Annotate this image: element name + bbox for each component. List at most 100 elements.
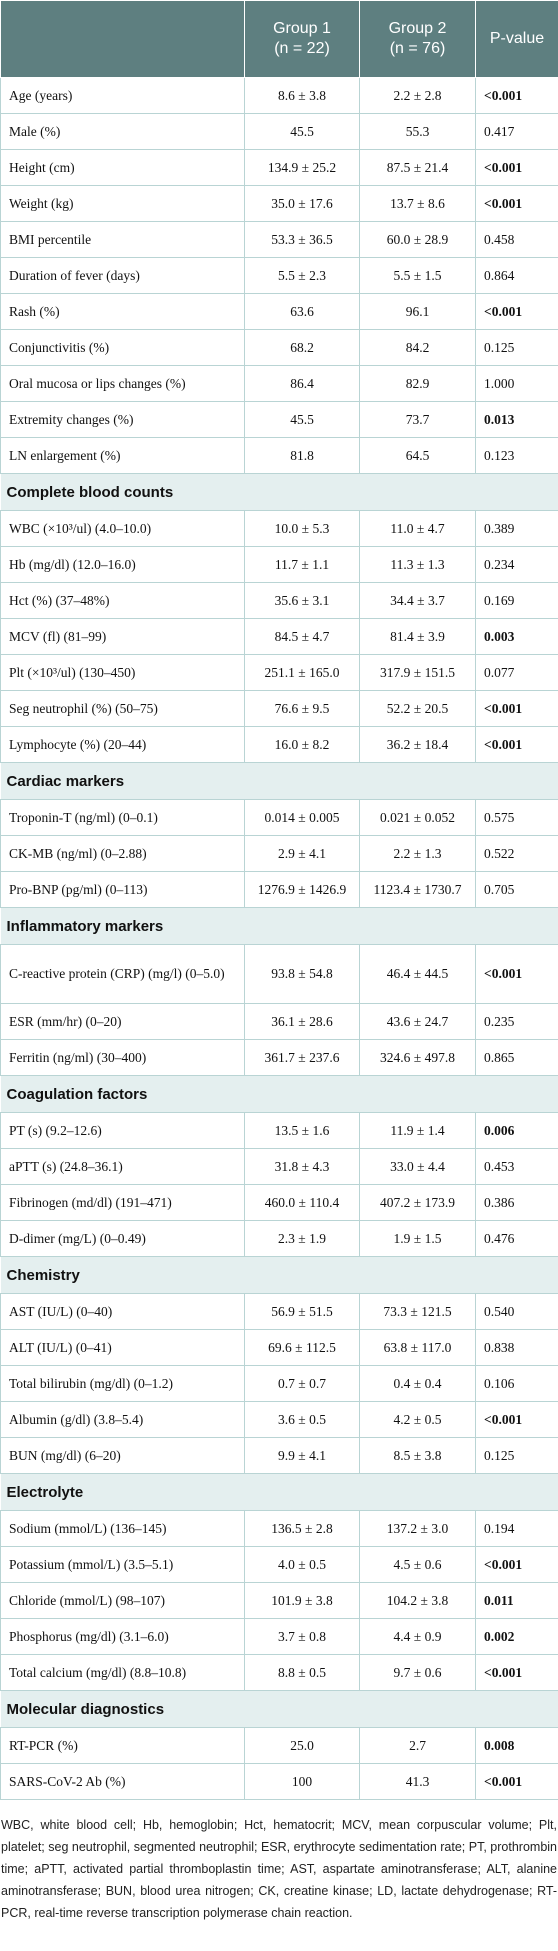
group1-value: 76.6 ± 9.5 <box>244 690 360 727</box>
header-text: (n = 76) <box>389 40 446 57</box>
group1-value: 361.7 ± 237.6 <box>244 1039 360 1076</box>
group2-value: 4.2 ± 0.5 <box>359 1401 476 1438</box>
row-label: Total bilirubin (mg/dl) (0–1.2) <box>0 1365 245 1402</box>
p-value: 0.003 <box>475 618 558 655</box>
section-row: Molecular diagnostics <box>0 1690 558 1728</box>
data-row: PT (s) (9.2–12.6) 13.5 ± 1.6 11.9 ± 1.4 0.0… <box>0 1112 558 1149</box>
group1-value: 136.5 ± 2.8 <box>244 1510 360 1547</box>
data-row: Extremity changes (%) 45.5 73.7 0.013 <box>0 401 558 438</box>
p-value: <0.001 <box>475 726 558 763</box>
data-row: Duration of fever (days) 5.5 ± 2.3 5.5 ± 1… <box>0 257 558 294</box>
section-row: Electrolyte <box>0 1473 558 1511</box>
data-row: ESR (mm/hr) (0–20) 36.1 ± 28.6 43.6 ± 24.7… <box>0 1003 558 1040</box>
p-value: 0.389 <box>475 510 558 547</box>
header-text: P-value <box>489 30 545 47</box>
group2-value: 324.6 ± 497.8 <box>359 1039 476 1076</box>
row-label: aPTT (s) (24.8–36.1) <box>0 1148 245 1185</box>
data-row: CK-MB (ng/ml) (0–2.88) 2.9 ± 4.1 2.2 ± 1.3… <box>0 835 558 872</box>
group1-value: 31.8 ± 4.3 <box>244 1148 360 1185</box>
row-label: ESR (mm/hr) (0–20) <box>0 1003 245 1040</box>
p-value: <0.001 <box>475 77 558 114</box>
row-label: AST (IU/L) (0–40) <box>0 1293 245 1330</box>
group1-value: 53.3 ± 36.5 <box>244 221 360 258</box>
group2-value: 46.4 ± 44.5 <box>359 944 476 1004</box>
group2-value: 2.2 ± 1.3 <box>359 835 476 872</box>
group2-value: 4.4 ± 0.9 <box>359 1618 476 1655</box>
data-row: Chloride (mmol/L) (98–107) 101.9 ± 3.8 104… <box>0 1582 558 1619</box>
header-text: Group 1 <box>273 20 331 37</box>
row-label: PT (s) (9.2–12.6) <box>0 1112 245 1149</box>
group1-value: 13.5 ± 1.6 <box>244 1112 360 1149</box>
row-label: Extremity changes (%) <box>0 401 245 438</box>
group1-value: 68.2 <box>244 329 360 366</box>
row-label: Male (%) <box>0 113 245 150</box>
row-label: D-dimer (mg/L) (0–0.49) <box>0 1220 245 1257</box>
row-label: ALT (IU/L) (0–41) <box>0 1329 245 1366</box>
group1-value: 0.014 ± 0.005 <box>244 799 360 836</box>
row-label: MCV (fl) (81–99) <box>0 618 245 655</box>
header-cell: Group 1 (n = 22) <box>244 0 360 78</box>
row-label: Fibrinogen (md/dl) (191–471) <box>0 1184 245 1221</box>
section-row: Inflammatory markers <box>0 907 558 945</box>
group1-value: 93.8 ± 54.8 <box>244 944 360 1004</box>
p-value: 0.458 <box>475 221 558 258</box>
group1-value: 8.6 ± 3.8 <box>244 77 360 114</box>
data-row: Fibrinogen (md/dl) (191–471) 460.0 ± 110.… <box>0 1184 558 1221</box>
data-row: Pro-BNP (pg/ml) (0–113) 1276.9 ± 1426.9 11… <box>0 871 558 908</box>
section-row: Coagulation factors <box>0 1075 558 1113</box>
group1-value: 3.7 ± 0.8 <box>244 1618 360 1655</box>
p-value: <0.001 <box>475 1763 558 1800</box>
group2-value: 41.3 <box>359 1763 476 1800</box>
group2-value: 60.0 ± 28.9 <box>359 221 476 258</box>
p-value: <0.001 <box>475 293 558 330</box>
row-label: Plt (×10³/ul) (130–450) <box>0 654 245 691</box>
group1-value: 63.6 <box>244 293 360 330</box>
p-value: 0.234 <box>475 546 558 583</box>
p-value: 0.575 <box>475 799 558 836</box>
row-label: Pro-BNP (pg/ml) (0–113) <box>0 871 245 908</box>
p-value: 0.865 <box>475 1039 558 1076</box>
section-title: Molecular diagnostics <box>0 1690 558 1728</box>
group2-value: 11.3 ± 1.3 <box>359 546 476 583</box>
header-row: Group 1 (n = 22) Group 2 (n = 76) P-value <box>0 0 558 78</box>
row-label: Potassium (mmol/L) (3.5–5.1) <box>0 1546 245 1583</box>
group1-value: 251.1 ± 165.0 <box>244 654 360 691</box>
p-value: 0.077 <box>475 654 558 691</box>
group2-value: 73.7 <box>359 401 476 438</box>
data-row: Ferritin (ng/ml) (30–400) 361.7 ± 237.6 32… <box>0 1039 558 1076</box>
group1-value: 9.9 ± 4.1 <box>244 1437 360 1474</box>
data-row: AST (IU/L) (0–40) 56.9 ± 51.5 73.3 ± 121.5… <box>0 1293 558 1330</box>
p-value: 0.194 <box>475 1510 558 1547</box>
group2-value: 0.021 ± 0.052 <box>359 799 476 836</box>
section-title: Coagulation factors <box>0 1075 558 1113</box>
group1-value: 11.7 ± 1.1 <box>244 546 360 583</box>
group2-value: 34.4 ± 3.7 <box>359 582 476 619</box>
row-label: Seg neutrophil (%) (50–75) <box>0 690 245 727</box>
p-value: <0.001 <box>475 1654 558 1691</box>
group1-value: 86.4 <box>244 365 360 402</box>
group2-value: 137.2 ± 3.0 <box>359 1510 476 1547</box>
group1-value: 5.5 ± 2.3 <box>244 257 360 294</box>
p-value: 0.522 <box>475 835 558 872</box>
p-value: 0.013 <box>475 401 558 438</box>
group1-value: 69.6 ± 112.5 <box>244 1329 360 1366</box>
row-label: Ferritin (ng/ml) (30–400) <box>0 1039 245 1076</box>
p-value: 0.125 <box>475 329 558 366</box>
p-value: 0.864 <box>475 257 558 294</box>
section-title: Complete blood counts <box>0 473 558 511</box>
group2-value: 5.5 ± 1.5 <box>359 257 476 294</box>
row-label: Duration of fever (days) <box>0 257 245 294</box>
data-row: Age (years) 8.6 ± 3.8 2.2 ± 2.8 <0.001 <box>0 77 558 114</box>
group1-value: 45.5 <box>244 401 360 438</box>
section-title: Inflammatory markers <box>0 907 558 945</box>
data-row: Seg neutrophil (%) (50–75) 76.6 ± 9.5 52.2… <box>0 690 558 727</box>
p-value: 0.123 <box>475 437 558 474</box>
data-row: Height (cm) 134.9 ± 25.2 87.5 ± 21.4 <0.001 <box>0 149 558 186</box>
header-cell: P-value <box>475 0 558 78</box>
data-row: Conjunctivitis (%) 68.2 84.2 0.125 <box>0 329 558 366</box>
row-label: Weight (kg) <box>0 185 245 222</box>
row-label: BMI percentile <box>0 221 245 258</box>
group1-value: 81.8 <box>244 437 360 474</box>
p-value: 0.417 <box>475 113 558 150</box>
group2-value: 11.0 ± 4.7 <box>359 510 476 547</box>
